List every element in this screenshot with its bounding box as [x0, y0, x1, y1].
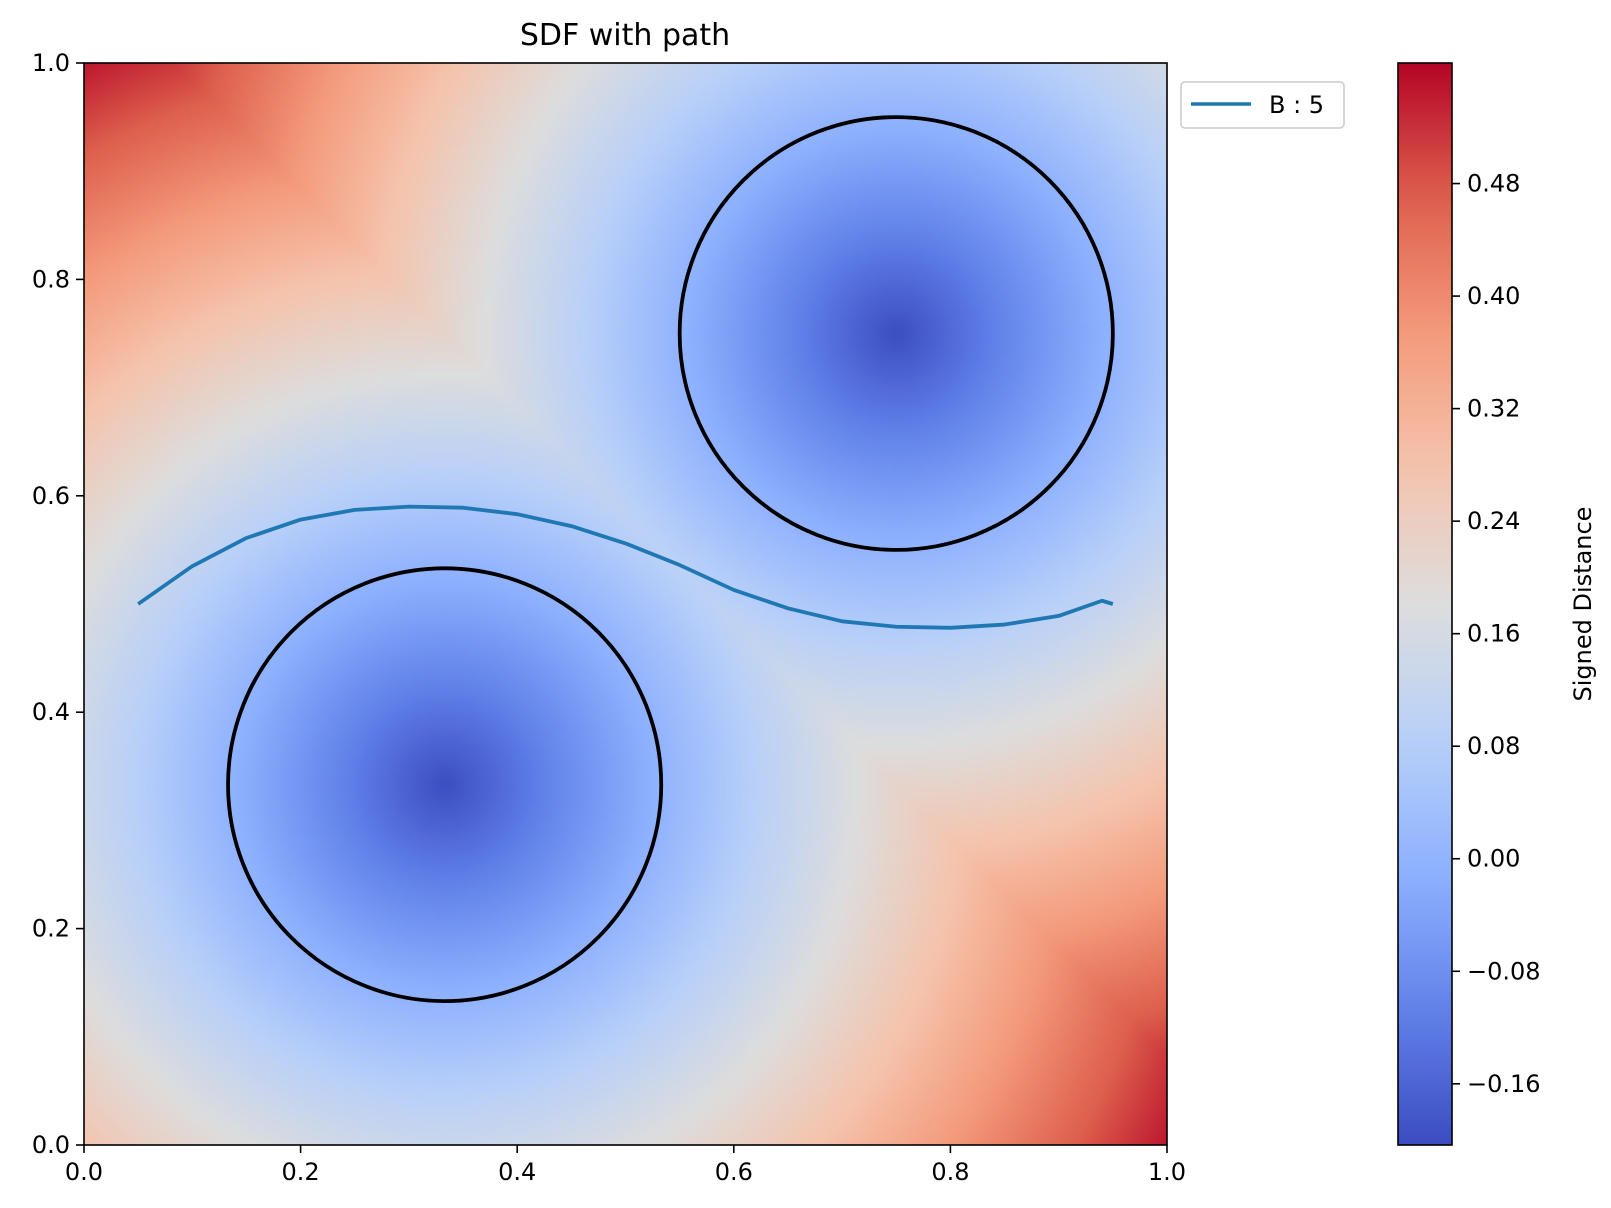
- colorbar: −0.16 −0.08 0.00 0.08 0.16 0.24 0.32 0.40 0.48 S…: [1397, 62, 1597, 1146]
- x-tick-label: 0.4: [498, 1158, 536, 1186]
- y-axis: 0.0 0.2 0.4 0.6 0.8 1.0: [32, 49, 84, 1159]
- path-line-1: [137, 504, 1114, 630]
- x-tick-label: 1.0: [1148, 1158, 1186, 1186]
- colorbar-tick-label: 0.08: [1467, 732, 1520, 760]
- x-tick-label: 0.0: [65, 1158, 103, 1186]
- sdf-heatmap: [84, 63, 1167, 1145]
- path-series: [137, 504, 1114, 630]
- plot-area: [83, 62, 1168, 1146]
- chart-title: SDF with path: [520, 18, 730, 53]
- x-tick-label: 0.2: [282, 1158, 320, 1186]
- colorbar-gradient: [1397, 62, 1453, 1146]
- colorbar-ticks: −0.16 −0.08 0.00 0.08 0.16 0.24 0.32 0.40 0.48: [1452, 170, 1541, 1098]
- y-tick-label: 0.6: [32, 482, 70, 510]
- colorbar-tick-label: 0.32: [1467, 395, 1520, 423]
- colorbar-label: Signed Distance: [1569, 507, 1597, 702]
- x-axis: 0.0 0.2 0.4 0.6 0.8 1.0: [65, 1145, 1186, 1186]
- y-tick-label: 0.0: [32, 1131, 70, 1159]
- legend-box: [1180, 81, 1345, 129]
- obstacle-circle-1: [226, 566, 664, 1003]
- colorbar-tick-label: 0.00: [1467, 845, 1520, 873]
- x-tick-label: 0.6: [715, 1158, 753, 1186]
- obstacles: [226, 115, 1115, 1003]
- obstacle-circle-2: [677, 115, 1115, 552]
- legend-label: B : 5: [1269, 91, 1324, 119]
- x-tick-label: 0.8: [931, 1158, 969, 1186]
- legend: B : 5: [1180, 81, 1345, 129]
- colorbar-tick-label: −0.16: [1467, 1070, 1541, 1098]
- y-tick-label: 0.8: [32, 265, 70, 293]
- colorbar-tick-label: −0.08: [1467, 957, 1541, 985]
- axes-frame: [83, 62, 1168, 1146]
- y-tick-label: 0.4: [32, 698, 70, 726]
- colorbar-tick-label: 0.40: [1467, 282, 1520, 310]
- colorbar-tick-label: 0.16: [1467, 620, 1520, 648]
- y-tick-label: 0.2: [32, 915, 70, 943]
- y-tick-label: 1.0: [32, 49, 70, 77]
- colorbar-tick-label: 0.24: [1467, 507, 1520, 535]
- colorbar-tick-label: 0.48: [1467, 170, 1520, 198]
